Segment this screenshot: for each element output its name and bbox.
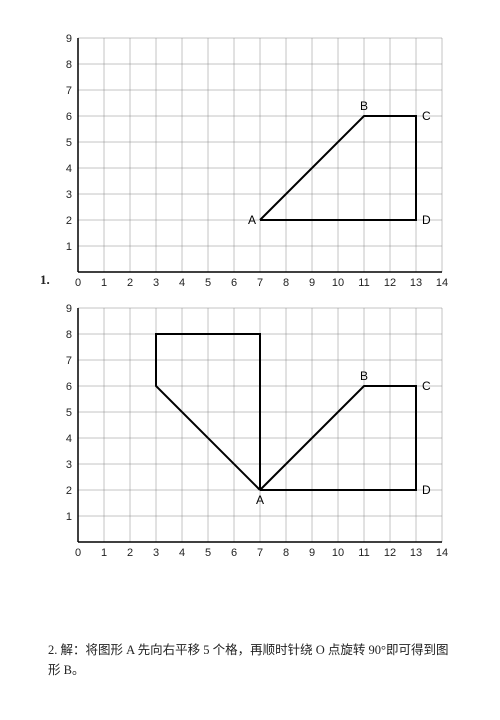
svg-text:5: 5 (66, 137, 72, 149)
svg-text:7: 7 (66, 85, 72, 97)
answer-prefix: 2. (48, 643, 61, 657)
svg-text:1: 1 (66, 511, 72, 523)
svg-text:11: 11 (358, 547, 369, 559)
svg-text:11: 11 (358, 277, 369, 289)
chart-1-svg: 01234567891011121314123456789ABCD (56, 30, 456, 290)
svg-text:B: B (360, 369, 368, 383)
svg-text:D: D (422, 483, 431, 497)
svg-text:0: 0 (75, 277, 81, 289)
chart-1-number: 1. (40, 272, 52, 290)
svg-text:4: 4 (66, 163, 72, 175)
chart-1: 01234567891011121314123456789ABCD (56, 30, 456, 290)
svg-text:6: 6 (66, 381, 72, 393)
svg-text:14: 14 (436, 547, 448, 559)
svg-text:13: 13 (410, 277, 422, 289)
svg-text:1: 1 (66, 241, 72, 253)
svg-text:2: 2 (66, 215, 72, 227)
chart-2-row: 01234567891011121314123456789ABCD (40, 300, 460, 560)
svg-text:B: B (360, 99, 368, 113)
svg-text:3: 3 (66, 189, 72, 201)
svg-text:10: 10 (332, 277, 344, 289)
answer-text: 将图形 A 先向右平移 5 个格，再顺时针绕 O 点旋转 90°即可得到图形 B… (48, 643, 449, 677)
svg-text:A: A (256, 493, 264, 507)
answer-block: 2. 解：将图形 A 先向右平移 5 个格，再顺时针绕 O 点旋转 90°即可得… (40, 640, 460, 680)
svg-text:7: 7 (66, 355, 72, 367)
svg-text:C: C (422, 379, 431, 393)
chart-1-row: 1. 01234567891011121314123456789ABCD (40, 30, 460, 290)
svg-text:8: 8 (283, 547, 289, 559)
svg-text:4: 4 (179, 547, 185, 559)
svg-text:14: 14 (436, 277, 448, 289)
svg-text:9: 9 (309, 547, 315, 559)
svg-text:13: 13 (410, 547, 422, 559)
svg-text:8: 8 (66, 329, 72, 341)
svg-text:1: 1 (101, 547, 107, 559)
svg-text:8: 8 (66, 59, 72, 71)
svg-text:A: A (248, 213, 256, 227)
svg-text:3: 3 (66, 459, 72, 471)
svg-text:7: 7 (257, 547, 263, 559)
chart-2: 01234567891011121314123456789ABCD (56, 300, 456, 560)
svg-text:9: 9 (309, 277, 315, 289)
svg-text:6: 6 (231, 547, 237, 559)
svg-text:0: 0 (75, 547, 81, 559)
svg-text:5: 5 (205, 277, 211, 289)
svg-text:7: 7 (257, 277, 263, 289)
svg-text:9: 9 (66, 33, 72, 45)
svg-text:1: 1 (101, 277, 107, 289)
chart-2-svg: 01234567891011121314123456789ABCD (56, 300, 456, 560)
svg-text:12: 12 (384, 277, 396, 289)
answer-label: 解： (61, 643, 86, 657)
svg-text:2: 2 (127, 547, 133, 559)
svg-text:12: 12 (384, 547, 396, 559)
svg-text:4: 4 (179, 277, 185, 289)
svg-text:D: D (422, 213, 431, 227)
svg-text:10: 10 (332, 547, 344, 559)
svg-text:C: C (422, 109, 431, 123)
page-container: 1. 01234567891011121314123456789ABCD 012… (0, 0, 500, 720)
svg-text:6: 6 (66, 111, 72, 123)
svg-text:8: 8 (283, 277, 289, 289)
svg-text:5: 5 (66, 407, 72, 419)
svg-text:5: 5 (205, 547, 211, 559)
svg-text:3: 3 (153, 547, 159, 559)
svg-text:4: 4 (66, 433, 72, 445)
svg-text:2: 2 (127, 277, 133, 289)
svg-text:6: 6 (231, 277, 237, 289)
svg-text:2: 2 (66, 485, 72, 497)
svg-text:3: 3 (153, 277, 159, 289)
chart-2-number (40, 558, 52, 560)
svg-text:9: 9 (66, 303, 72, 315)
